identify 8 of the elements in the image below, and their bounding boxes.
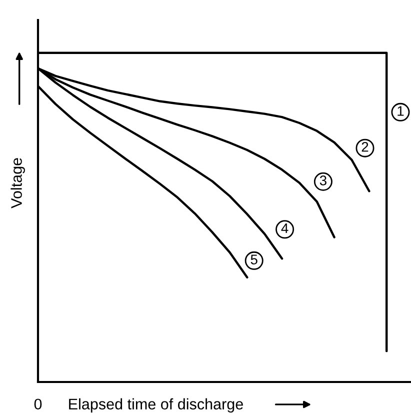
- series-label: 3: [320, 176, 326, 186]
- text: 0: [34, 398, 42, 410]
- y-axis-title: Voltage: [10, 158, 25, 208]
- series-label: 1: [398, 106, 404, 116]
- series-label: 4: [281, 223, 288, 234]
- series-label: 2: [362, 142, 368, 152]
- x-axis-title: Elapsed time of discharge: [69, 398, 243, 413]
- series-label: 5: [250, 254, 258, 264]
